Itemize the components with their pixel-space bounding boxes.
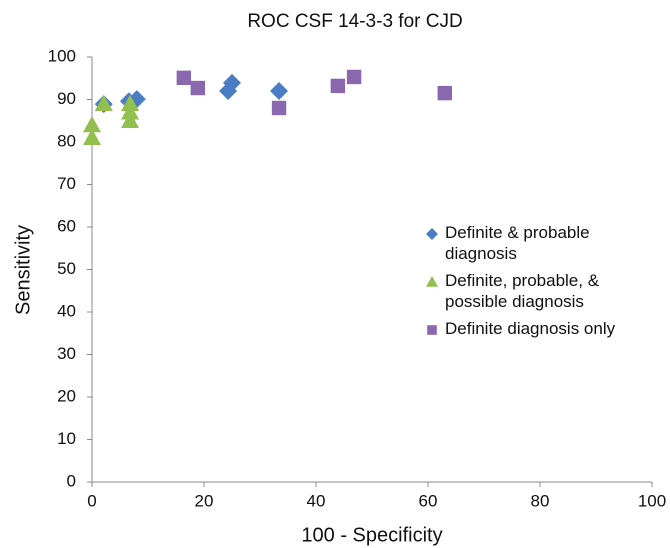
x-tick-label: 80 bbox=[531, 491, 550, 510]
triangle-marker bbox=[94, 94, 113, 111]
legend-item: Definite diagnosis only bbox=[425, 318, 665, 339]
y-tick-label: 30 bbox=[57, 344, 76, 363]
legend-icon bbox=[426, 276, 438, 287]
triangle-marker bbox=[83, 128, 101, 145]
diamond-marker bbox=[270, 82, 289, 100]
diamond-marker bbox=[426, 228, 438, 240]
y-tick-label: 90 bbox=[57, 89, 76, 108]
legend: Definite & probable diagnosis Definite, p… bbox=[425, 222, 665, 345]
square-marker bbox=[437, 85, 452, 101]
y-tick-label: 40 bbox=[57, 301, 76, 320]
legend-label: Definite, probable, & possible diagnosis bbox=[445, 271, 600, 311]
y-axis-label: Sensitivity bbox=[12, 225, 34, 315]
y-tick-label: 60 bbox=[57, 216, 76, 235]
triangle-marker bbox=[426, 276, 438, 287]
legend-label: Definite & probable diagnosis bbox=[445, 223, 590, 263]
x-tick-label: 100 bbox=[638, 491, 666, 510]
triangle-marker bbox=[83, 116, 101, 133]
square-marker bbox=[330, 78, 346, 94]
y-tick-label: 100 bbox=[48, 46, 76, 65]
y-tick-label: 10 bbox=[57, 429, 76, 448]
diamond-marker bbox=[223, 73, 241, 92]
square-marker bbox=[427, 325, 437, 335]
triangle-marker bbox=[121, 103, 140, 120]
square-marker bbox=[346, 69, 362, 85]
legend-label: Definite diagnosis only bbox=[445, 319, 616, 338]
legend-item: Definite, probable, & possible diagnosis bbox=[425, 270, 665, 312]
x-tick-label: 60 bbox=[419, 491, 438, 510]
x-tick-label: 0 bbox=[87, 491, 96, 510]
triangle-marker bbox=[121, 94, 140, 111]
square-marker bbox=[190, 80, 206, 96]
x-tick-label: 20 bbox=[195, 491, 214, 510]
y-tick-label: 0 bbox=[67, 471, 76, 490]
x-tick-label: 40 bbox=[307, 491, 326, 510]
y-tick-label: 50 bbox=[57, 259, 76, 278]
square-marker bbox=[176, 70, 192, 86]
legend-icon bbox=[426, 228, 438, 240]
y-tick-label: 20 bbox=[57, 386, 76, 405]
y-tick-label: 80 bbox=[57, 131, 76, 150]
triangle-marker bbox=[121, 111, 140, 128]
legend-icon bbox=[427, 325, 437, 335]
y-tick-label: 70 bbox=[57, 174, 76, 193]
legend-item: Definite & probable diagnosis bbox=[425, 222, 665, 264]
x-axis-label: 100 - Specificity bbox=[301, 524, 442, 546]
chart-title: ROC CSF 14-3-3 for CJD bbox=[247, 11, 462, 32]
square-marker bbox=[271, 100, 287, 116]
